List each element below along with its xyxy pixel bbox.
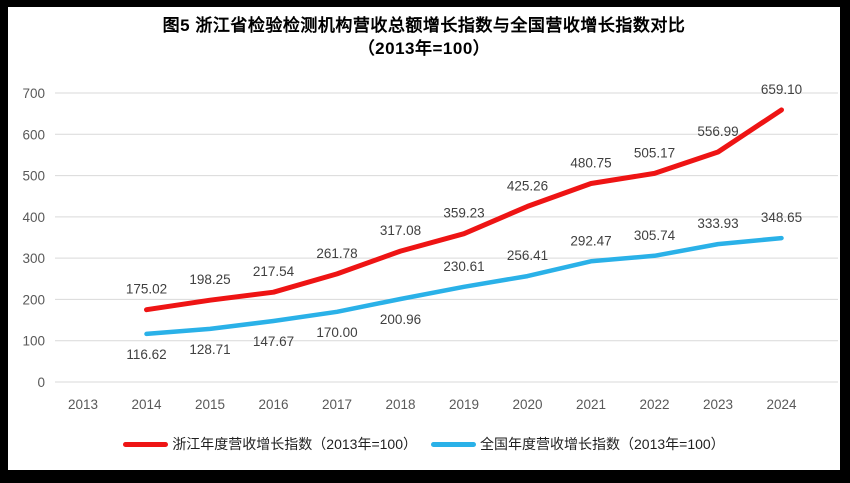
data-label: 147.67 <box>253 334 294 349</box>
line-chart: 0 100 200 300 400 500 600 700 2013 2014 2015 2016 20… <box>22 82 838 412</box>
legend-label-1: 全国年度营收增长指数（2013年=100） <box>480 436 725 452</box>
legend-line-swatch-0 <box>123 441 169 447</box>
x-axis-label: 2023 <box>703 397 733 412</box>
x-axis-label: 2019 <box>449 397 479 412</box>
x-axis-label: 2014 <box>131 397 162 412</box>
x-axis-label: 2015 <box>195 397 225 412</box>
data-label: 198.25 <box>189 272 230 287</box>
y-axis-label: 200 <box>22 292 45 307</box>
y-axis-label: 700 <box>22 86 45 101</box>
chart-title: 图5 浙江省检验检测机构营收总额增长指数与全国营收增长指数对比 （2013年=1… <box>8 14 840 60</box>
data-label: 505.17 <box>634 145 675 160</box>
y-axis-label: 300 <box>22 251 45 266</box>
x-axis-label: 2013 <box>68 397 98 412</box>
data-label: 348.65 <box>761 210 802 225</box>
y-axis-label: 100 <box>22 334 45 349</box>
series-line-0 <box>144 107 784 313</box>
data-label: 359.23 <box>443 206 484 221</box>
data-label: 175.02 <box>126 282 167 297</box>
data-label: 425.26 <box>507 178 548 193</box>
data-label: 333.93 <box>697 216 738 231</box>
data-label: 556.99 <box>697 124 738 139</box>
x-axis-label: 2021 <box>576 397 606 412</box>
data-label: 659.10 <box>761 82 802 97</box>
x-axis-label: 2020 <box>512 397 542 412</box>
legend-item-0[interactable]: 浙江年度营收增长指数（2013年=100） <box>123 434 417 454</box>
y-axis-label: 0 <box>37 375 45 390</box>
data-label: 292.47 <box>570 233 611 248</box>
series-line-1 <box>144 235 784 337</box>
y-axis-label: 600 <box>22 127 45 142</box>
legend-item-1[interactable]: 全国年度营收增长指数（2013年=100） <box>431 434 725 454</box>
data-label: 217.54 <box>253 264 295 279</box>
x-axis-label: 2016 <box>258 397 288 412</box>
data-label: 261.78 <box>316 246 357 261</box>
chart-title-line1: 图5 浙江省检验检测机构营收总额增长指数与全国营收增长指数对比 <box>162 16 686 35</box>
y-axis-label: 500 <box>22 169 45 184</box>
data-label: 116.62 <box>126 347 166 362</box>
x-axis-label: 2022 <box>639 397 669 412</box>
y-axis-label: 400 <box>22 210 45 225</box>
data-label: 256.41 <box>507 248 548 263</box>
data-label: 128.71 <box>189 342 230 357</box>
chart-legend: 浙江年度营收增长指数（2013年=100） 全国年度营收增长指数（2013年=10… <box>8 434 840 454</box>
x-axis-label: 2017 <box>322 397 352 412</box>
chart-title-line2: （2013年=100） <box>357 39 491 58</box>
data-label: 480.75 <box>570 156 611 171</box>
x-axis-label: 2024 <box>766 397 797 412</box>
data-label: 230.61 <box>443 259 484 274</box>
legend-line-swatch-1 <box>431 441 476 447</box>
data-label: 305.74 <box>634 228 676 243</box>
data-label: 200.96 <box>380 312 421 327</box>
data-label: 317.08 <box>380 223 421 238</box>
x-axis-label: 2018 <box>385 397 415 412</box>
data-label: 170.00 <box>316 325 357 340</box>
legend-label-0: 浙江年度营收增长指数（2013年=100） <box>172 436 417 452</box>
